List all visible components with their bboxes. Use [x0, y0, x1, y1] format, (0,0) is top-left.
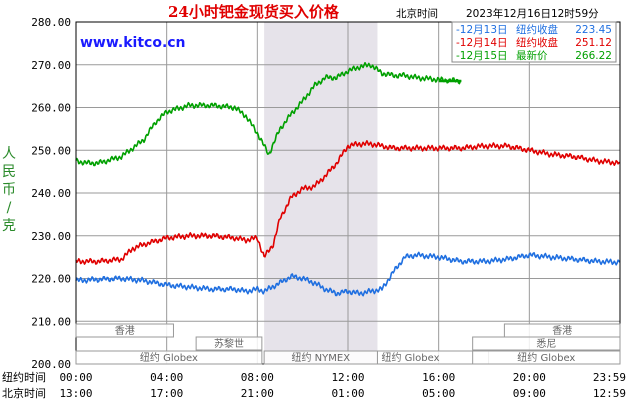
- legend-entry: -12月15日 最新价 266.22: [456, 49, 612, 62]
- x-tick-label-ny: 08:00: [241, 371, 274, 384]
- market-session-label: 苏黎世: [214, 337, 244, 350]
- legend-entry-value: 251.12: [575, 37, 612, 49]
- market-session-box: [75, 350, 263, 365]
- legend-box: [451, 21, 617, 63]
- y-axis-label-char: 克: [2, 218, 16, 234]
- x-tick-label-ny: 12:00: [331, 371, 364, 384]
- y-tick-label: 240.00: [31, 187, 71, 200]
- timestamp-label: 2023年12月16日12时59分: [466, 7, 599, 20]
- market-session-label: 纽约 Globex: [517, 351, 575, 364]
- x-tick-label-ny: 04:00: [150, 371, 183, 384]
- y-tick-label: 280.00: [31, 16, 71, 29]
- market-session: 香港: [503, 323, 621, 338]
- x-tick-label-bj: 12:59: [593, 387, 626, 400]
- x-tick-label-bj: 13:00: [59, 387, 92, 400]
- x-tick-label-ny: 16:00: [422, 371, 455, 384]
- market-session: 纽约 Globex: [75, 350, 263, 365]
- market-session-label: 纽约 NYMEX: [292, 351, 351, 364]
- legend-entry-value: 266.22: [575, 50, 612, 62]
- market-session: 香港: [75, 323, 174, 338]
- series-line-1: [75, 251, 621, 297]
- series-line-3: [75, 62, 462, 167]
- timezone-label: 北京时间: [396, 7, 438, 20]
- chart-legend: -12月13日 纽约收盘 223.45-12月14日 纽约收盘 251.12-12月15…: [451, 21, 617, 63]
- ny-time-row-label: 纽约时间: [2, 370, 46, 384]
- market-session: 纽约 NYMEX: [263, 350, 378, 365]
- legend-entry-label: -12月13日: [456, 24, 508, 36]
- market-session: 苏黎世: [195, 336, 263, 351]
- market-session-label: 纽约 Globex: [381, 351, 439, 364]
- brand-watermark: www.kitco.cn: [80, 35, 186, 51]
- x-tick-label-bj: 01:00: [331, 387, 364, 400]
- legend-entry: -12月13日 纽约收盘 223.45: [456, 23, 612, 36]
- market-session: 悉尼: [472, 336, 621, 351]
- market-session-box: [75, 323, 174, 338]
- y-axis-label-char: 民: [2, 164, 16, 180]
- legend-entry-kind: 纽约收盘: [516, 23, 558, 36]
- legend-entry-value: 223.45: [575, 24, 612, 36]
- x-tick-label-bj: 05:00: [422, 387, 455, 400]
- y-tick-label: 270.00: [31, 59, 71, 72]
- y-axis-label-char: 人: [2, 146, 16, 162]
- market-session-box: [472, 350, 621, 365]
- market-session-label: 悉尼: [536, 338, 556, 350]
- y-tick-label: 220.00: [31, 273, 71, 286]
- y-tick-label: 250.00: [31, 144, 71, 157]
- market-session: 纽约 Globex: [472, 350, 621, 365]
- x-tick-label-bj: 17:00: [150, 387, 183, 400]
- y-tick-label: 210.00: [31, 315, 71, 328]
- x-tick-label-bj: 21:00: [241, 387, 274, 400]
- bj-time-row-label: 北京时间: [2, 386, 46, 400]
- market-session-label: 香港: [552, 325, 572, 337]
- x-tick-label-bj: 09:00: [513, 387, 546, 400]
- legend-entry-kind: 纽约收盘: [516, 36, 558, 49]
- market-session-label: 纽约 Globex: [140, 351, 198, 364]
- legend-entry-kind: 最新价: [516, 49, 548, 62]
- y-tick-label: 230.00: [31, 230, 71, 243]
- legend-entry: -12月14日 纽约收盘 251.12: [456, 36, 612, 49]
- y-axis-label-char: /: [7, 200, 12, 216]
- market-session: 纽约 Globex: [376, 350, 490, 365]
- legend-entry-label: -12月14日: [456, 37, 508, 49]
- y-tick-label: 200.00: [31, 358, 71, 371]
- x-tick-label-ny: 23:59: [593, 371, 626, 384]
- y-axis-label-char: 币: [2, 182, 16, 198]
- y-tick-label: 260.00: [31, 102, 71, 115]
- series-line-2: [75, 140, 621, 265]
- market-session-box: [195, 336, 263, 351]
- x-tick-label-ny: 20:00: [513, 371, 546, 384]
- x-tick-label-ny: 00:00: [59, 371, 92, 384]
- market-session-box: [472, 336, 621, 351]
- legend-entry-label: -12月15日: [456, 50, 508, 62]
- market-session-label: 香港: [115, 325, 135, 337]
- y-axis-label: 人民币 / 克: [2, 146, 16, 234]
- chart-title: 24小时钯金现货买入价格: [168, 3, 340, 21]
